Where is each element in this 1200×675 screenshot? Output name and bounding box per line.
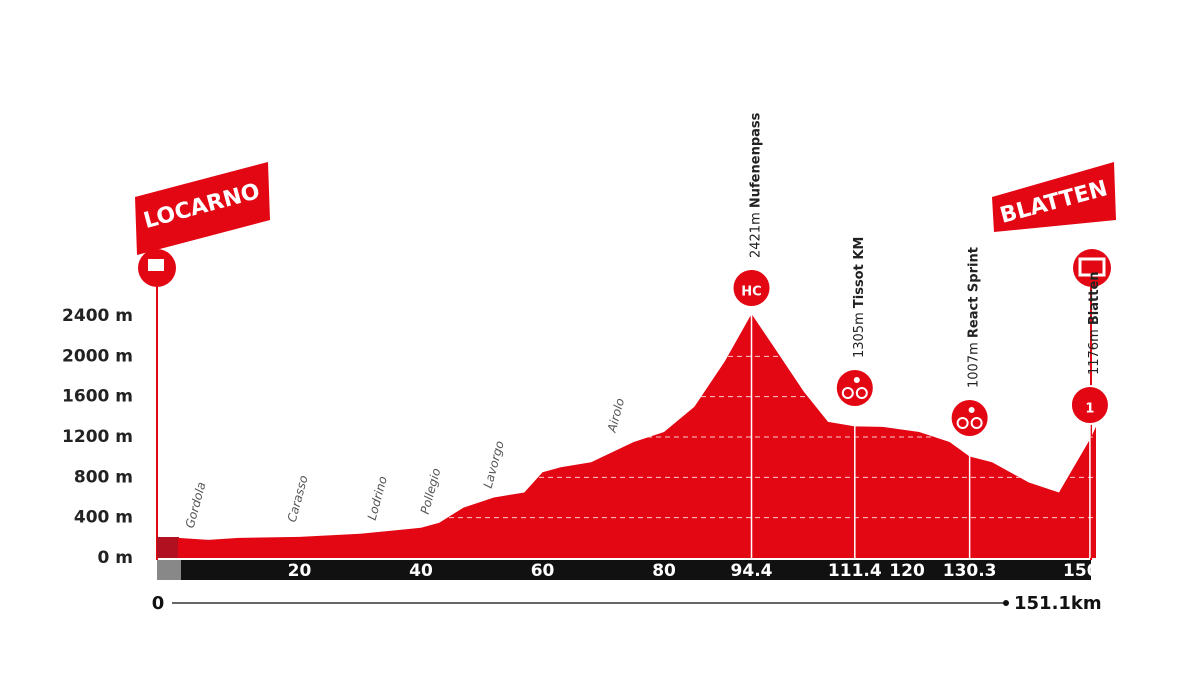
climb-icon: [1069, 385, 1110, 425]
y-tick-label: 1200 m: [62, 427, 133, 447]
rider: [968, 407, 975, 413]
distance-end: 151.1km: [1014, 593, 1102, 614]
y-tick-label: 2000 m: [62, 346, 133, 366]
x-tick-label: 130.3: [943, 561, 997, 581]
distance-start: 0: [152, 593, 165, 614]
x-tick-label: 120: [889, 561, 925, 581]
x-tick-label: 94.4: [731, 561, 773, 581]
climb-label: 1007m React Sprint: [966, 247, 981, 388]
x-tick-label: 80: [652, 561, 676, 581]
wheel: [970, 417, 983, 429]
place-label: Lavorgo: [481, 439, 507, 489]
climb-name: Nufenenpass: [748, 112, 763, 208]
rider: [853, 377, 860, 383]
climb-name: Tissot KM: [851, 237, 866, 308]
y-tick-label: 1600 m: [62, 387, 133, 407]
x-tick-label: 150.1: [1063, 561, 1117, 581]
climb-name: React Sprint: [966, 247, 981, 338]
x-tick-label: 111.4: [828, 561, 882, 581]
climb-icon: [834, 368, 875, 408]
elevation-area: [178, 313, 1096, 558]
climb-label: 1305m Tissot KM: [851, 237, 866, 358]
y-tick-label: 800 m: [74, 467, 133, 487]
distance-bar-start: [157, 560, 181, 580]
place-label: Airolo: [604, 397, 627, 435]
place-label: Lodrino: [365, 475, 390, 522]
distance-end-dot: [1003, 600, 1009, 606]
x-tick-label: 20: [288, 561, 312, 581]
climb-icon: [949, 398, 990, 438]
wheel: [841, 387, 854, 399]
x-tick-label: 60: [531, 561, 555, 581]
climb-icon: [731, 268, 772, 308]
climb-elevation: 1176m: [1086, 329, 1101, 375]
x-tick-label: 40: [409, 561, 433, 581]
climb-elevation: 1007m: [966, 342, 981, 388]
start-flag: [148, 259, 164, 271]
place-label: Gordola: [183, 480, 209, 529]
climb-icon-label: HC: [741, 285, 761, 300]
finish-arch: [1078, 257, 1106, 277]
start-banner: [135, 162, 270, 255]
climb-elevation: 2421m: [748, 212, 763, 258]
wheel: [855, 387, 868, 399]
place-label: Pollegio: [418, 467, 444, 516]
distance-bar: [157, 560, 1091, 580]
y-tick-label: 400 m: [74, 508, 133, 528]
wheel: [956, 417, 969, 429]
climb-label: 2421m Nufenenpass: [748, 112, 763, 258]
finish-banner: [992, 162, 1116, 232]
y-tick-label: 0 m: [98, 548, 133, 568]
climb-icon-label: 1: [1085, 402, 1094, 417]
climb-name: Blatten: [1086, 271, 1101, 325]
climb-elevation: 1305m: [851, 312, 866, 358]
pre-start: [157, 537, 179, 558]
y-tick-label: 2400 m: [62, 306, 133, 326]
climb-label: 1176m Blatten: [1086, 271, 1101, 375]
place-label: Carasso: [285, 474, 311, 524]
